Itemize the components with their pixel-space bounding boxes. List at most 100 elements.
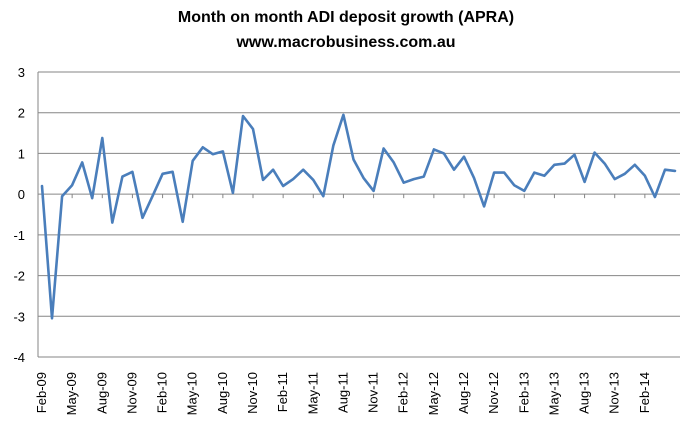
data-point: [483, 205, 486, 208]
data-point: [644, 175, 647, 178]
data-point: [41, 185, 44, 188]
data-point: [322, 195, 325, 198]
data-point: [111, 221, 114, 224]
data-point: [312, 179, 315, 182]
data-point: [583, 181, 586, 184]
x-tick-label: Feb-10: [155, 372, 170, 413]
series-line: [40, 113, 677, 320]
x-tick-label: Aug-10: [215, 372, 230, 414]
data-point: [654, 196, 657, 199]
x-tick-label: Nov-09: [124, 372, 139, 414]
x-tick-label: May-11: [305, 372, 320, 414]
data-point: [573, 153, 576, 156]
x-tick-label: Nov-10: [245, 372, 260, 414]
x-tick-label: Feb-13: [516, 372, 531, 413]
data-point: [342, 113, 345, 116]
data-point: [543, 175, 546, 178]
data-point: [222, 150, 225, 153]
data-point: [212, 153, 215, 156]
x-tick-label: Aug-09: [94, 372, 109, 414]
data-point: [553, 164, 556, 167]
data-point: [623, 172, 626, 175]
data-point: [523, 190, 526, 193]
y-tick-label: -2: [13, 269, 25, 284]
gridlines: [38, 71, 680, 358]
data-point: [674, 170, 677, 173]
x-tick-label: May-13: [546, 372, 561, 415]
x-tick-label: Feb-09: [34, 372, 49, 413]
data-point: [282, 185, 285, 188]
y-tick-label: 0: [18, 187, 25, 202]
data-point: [382, 147, 385, 150]
axes: [37, 72, 646, 357]
data-point: [332, 144, 335, 147]
data-point: [423, 175, 426, 178]
data-point: [242, 115, 245, 118]
y-tick-label: 3: [18, 65, 25, 80]
x-tick-label: Nov-11: [366, 372, 381, 413]
data-point: [634, 164, 637, 167]
data-point: [433, 148, 436, 151]
x-tick-label: Nov-13: [607, 372, 622, 414]
data-point: [171, 170, 174, 173]
data-point: [272, 168, 275, 171]
data-point: [613, 178, 616, 181]
data-point: [191, 159, 194, 162]
data-point: [181, 221, 184, 224]
x-tick-label: Aug-12: [456, 372, 471, 414]
chart-title: Month on month ADI deposit growth (APRA): [177, 9, 515, 26]
data-point: [81, 161, 84, 164]
x-tick-label: May-10: [185, 372, 200, 415]
data-point: [91, 197, 94, 200]
data-point: [141, 216, 144, 219]
data-point: [352, 158, 355, 161]
data-point: [151, 195, 154, 198]
data-point: [412, 178, 415, 181]
data-point: [232, 192, 235, 195]
data-point: [513, 184, 516, 187]
data-point: [563, 162, 566, 165]
chart-subtitle: www.macrobusiness.com.au: [236, 34, 456, 51]
x-tick-label: Feb-12: [396, 372, 411, 413]
x-tick-label: Nov-12: [486, 372, 501, 414]
y-tick-label: -4: [13, 350, 25, 365]
data-point: [402, 181, 405, 184]
data-point: [453, 168, 456, 171]
data-point: [533, 171, 536, 174]
data-point: [262, 179, 265, 182]
data-point: [603, 162, 606, 165]
data-point: [121, 175, 124, 178]
data-point: [593, 151, 596, 154]
y-tick-label: 2: [18, 106, 25, 121]
y-tick-label: -3: [13, 309, 25, 324]
data-point: [463, 155, 466, 158]
data-point: [71, 184, 74, 187]
data-point: [372, 190, 375, 193]
data-point: [473, 177, 476, 180]
x-tick-labels: Feb-09 May-09 Aug-09 Nov-09 Feb-10 May-10 Aug-…: [34, 372, 652, 415]
data-point: [51, 317, 54, 320]
data-point: [131, 170, 134, 173]
data-point: [493, 171, 496, 174]
y-tick-label: 1: [18, 146, 25, 161]
data-point: [201, 146, 204, 149]
data-point: [101, 137, 104, 140]
data-point: [503, 171, 506, 174]
x-tick-label: Feb-11: [275, 372, 290, 412]
series: [40, 113, 677, 320]
data-point: [302, 168, 305, 171]
x-tick-label: Aug-13: [577, 372, 592, 414]
y-tick-label: -1: [13, 228, 25, 243]
data-point: [443, 152, 446, 155]
y-tick-labels: -4 -3 -2 -1 0 1 2 3: [13, 65, 25, 365]
x-tick-label: May-12: [426, 372, 441, 415]
data-point: [664, 168, 667, 171]
x-tick-label: May-09: [64, 372, 79, 415]
data-point: [392, 161, 395, 164]
data-point: [362, 177, 365, 180]
data-point: [61, 195, 64, 198]
data-point: [292, 178, 295, 181]
x-tick-label: Feb-14: [637, 372, 652, 413]
